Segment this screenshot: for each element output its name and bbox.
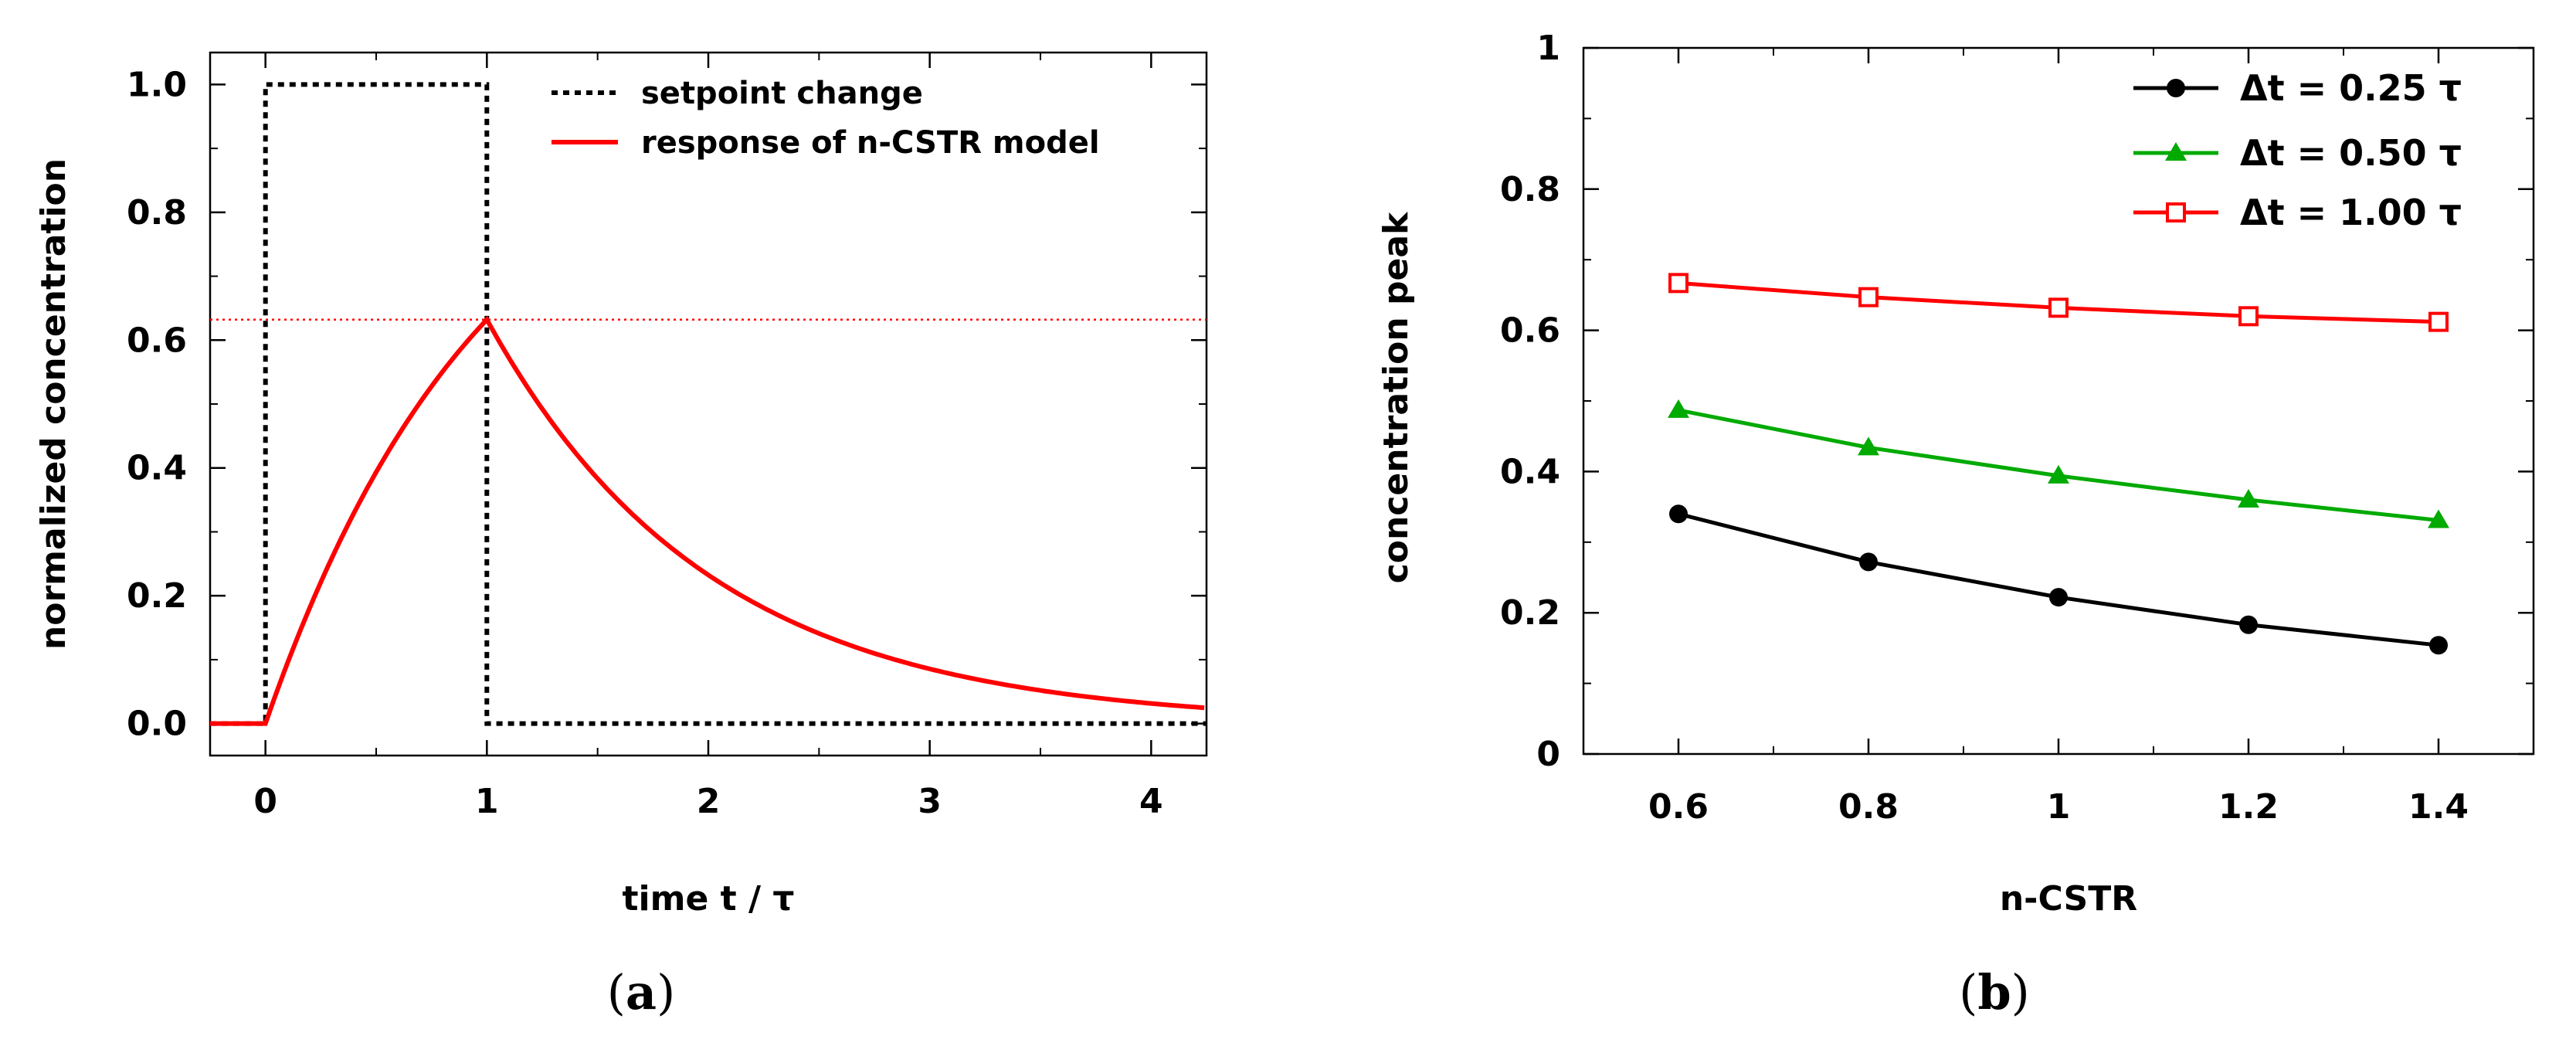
- panel-b-legend: Δt = 0.25 τ Δt = 0.50 τ Δt = 1.00 τ: [2133, 67, 2462, 233]
- panel-a-x-tick-label: 2: [697, 782, 721, 821]
- panel-a-legend: setpoint change response of n-CSTR model: [552, 76, 1100, 161]
- panel-a-x-tick-label: 4: [1139, 782, 1163, 821]
- panel-b-point-dt100: [2048, 297, 2069, 318]
- panel-b-y-tick-label: 0.2: [1500, 593, 1560, 633]
- panel-b-chart: 0.6 0.8 1 1.2 1.4 0 0.2 0.4 0.6 0.8 1 n-CSTR conce…: [1376, 29, 2535, 919]
- panel-b-point-dt050: [1668, 399, 1689, 418]
- panel-b-point-dt050: [2428, 509, 2449, 528]
- legend-marker-dt050: [2165, 142, 2187, 161]
- legend-label-setpoint: setpoint change: [641, 76, 923, 111]
- legend-label-dt100: Δt = 1.00 τ: [2240, 192, 2462, 233]
- panel-a-series-setpoint: [210, 82, 1207, 726]
- panel-b-point-dt100: [2428, 311, 2449, 332]
- panel-a-x-tick-label: 3: [918, 782, 942, 821]
- legend-label-response: response of n-CSTR model: [641, 125, 1100, 161]
- panel-b-line-dt025: [1678, 511, 2439, 647]
- panel-a-chart: 0 1 2 3 4 0.0 0.2 0.4 0.6 0.8 1.0 time t / τ norma…: [34, 51, 1208, 919]
- panel-b-x-tick-label: 1.4: [2408, 787, 2469, 827]
- panel-a-series-response: [210, 315, 1205, 726]
- panel-a-y-tick-label: 0.6: [127, 321, 187, 360]
- caption-a: (a): [607, 964, 676, 1021]
- panel-a-y-axis-label: normalized concentration: [34, 158, 73, 650]
- panel-b-x-tick-label: 1: [2047, 787, 2071, 827]
- panel-b-y-tick-label: 0.4: [1500, 452, 1560, 491]
- panel-b-series-dt025: [1669, 504, 2448, 655]
- panel-b-point-dt050: [2048, 464, 2069, 484]
- panel-b-point-dt025: [2239, 615, 2258, 634]
- panel-b-x-tick-label: 0.6: [1648, 787, 1709, 827]
- panel-a-y-tick-label: 1.0: [127, 65, 187, 104]
- panel-a-y-tick-label: 0.2: [127, 576, 187, 616]
- panel-b-series-dt050: [1668, 399, 2449, 528]
- caption-b: (b): [1959, 964, 2030, 1021]
- panel-b-x-axis-label: n-CSTR: [2000, 879, 2137, 919]
- panel-a-x-tick-label: 0: [253, 782, 277, 821]
- panel-b-x-tick-label: 1.2: [2218, 787, 2279, 827]
- panel-a-y-tick-label: 0.4: [127, 449, 187, 488]
- legend-marker-dt025: [2167, 79, 2185, 97]
- panel-b-point-dt100: [1858, 287, 1879, 307]
- legend-marker-dt100: [2166, 202, 2186, 222]
- panel-b-series-dt100: [1668, 273, 2449, 332]
- panel-a-y-tick-label: 0.8: [127, 193, 187, 233]
- panel-b-y-tick-label: 1: [1536, 29, 1560, 68]
- panel-b-y-tick-label: 0.8: [1500, 170, 1560, 209]
- panel-b-y-tick-label: 0.6: [1500, 311, 1560, 351]
- legend-label-dt050: Δt = 0.50 τ: [2240, 132, 2462, 174]
- panel-a-y-tick-label: 0.0: [127, 705, 187, 744]
- panel-b-x-tick-label: 0.8: [1838, 787, 1899, 827]
- panel-b-point-dt025: [1859, 552, 1878, 572]
- panel-b-point-dt100: [2238, 306, 2259, 327]
- panel-b-point-dt025: [2429, 636, 2448, 655]
- panel-b-point-dt100: [1668, 273, 1688, 294]
- panel-b-point-dt025: [1669, 504, 1688, 524]
- panel-b-point-dt050: [2238, 488, 2259, 508]
- panel-b-point-dt050: [1858, 436, 1879, 456]
- legend-label-dt025: Δt = 0.25 τ: [2240, 67, 2462, 109]
- panel-a-x-axis-label: time t / τ: [623, 879, 795, 919]
- panel-b-point-dt025: [2049, 588, 2068, 607]
- panel-a-x-tick-label: 1: [475, 782, 499, 821]
- panel-b-y-axis-label: concentration peak: [1376, 211, 1416, 583]
- panel-b-y-tick-label: 0: [1536, 735, 1560, 774]
